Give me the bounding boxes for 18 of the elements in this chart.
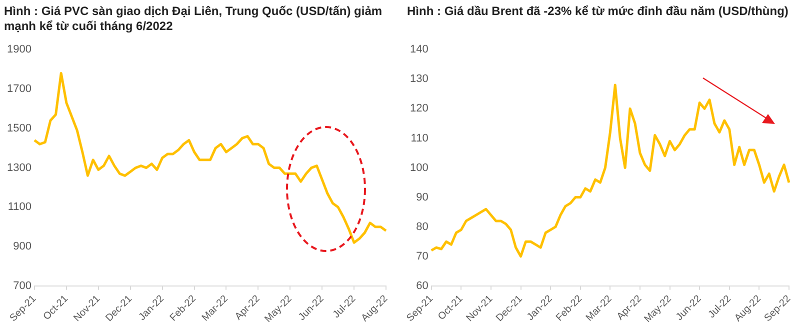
y-tick-label: 60 (416, 280, 428, 292)
y-tick-label: 130 (410, 73, 428, 86)
y-tick-label: 1300 (6, 162, 32, 174)
y-tick-label: 120 (410, 102, 428, 115)
y-tick-label: 70 (416, 250, 428, 262)
y-tick-label: 80 (416, 220, 428, 233)
y-tick-label: 1100 (8, 201, 32, 214)
chart-title: Hình : Giá dầu Brent đã -23% kể từ mức đỉnh đầu năm (USD/thùng) (406, 3, 790, 20)
y-tick-label: 140 (410, 44, 428, 56)
y-tick-label: 1700 (6, 83, 32, 96)
y-tick-label: 110 (410, 132, 428, 144)
y-tick-label: 1900 (6, 44, 32, 56)
y-tick-label: 900 (13, 240, 32, 253)
chart-title: Hình : Giá PVC sàn giao dịch Đại Liên, Trung Quốc (USD/tấn) giảm mạnh kể từ cuối tháng 6/2022 (3, 3, 384, 35)
y-tick-label: 700 (13, 280, 32, 292)
y-tick-label: 100 (410, 162, 428, 174)
y-tick-label: 1500 (6, 122, 32, 134)
y-tick-label: 90 (416, 191, 428, 204)
